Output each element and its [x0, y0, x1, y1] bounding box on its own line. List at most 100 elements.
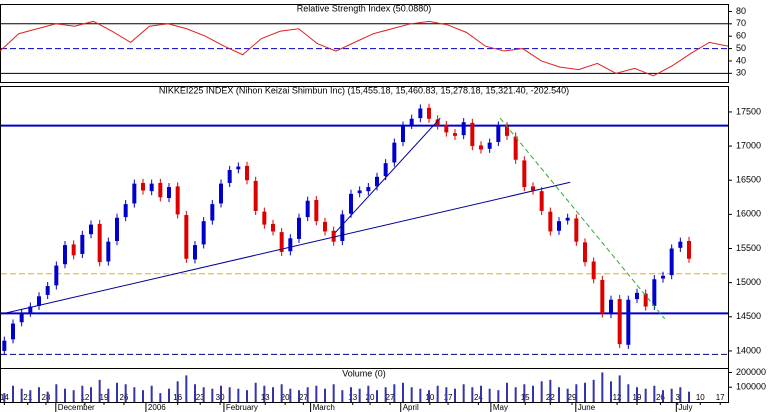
candle-body [97, 223, 102, 263]
month-label: July [678, 403, 692, 412]
volume-bar [523, 384, 526, 402]
x-tick-label: 29 [568, 393, 577, 402]
candle-body [505, 126, 509, 136]
y-tick-label: 16500 [736, 175, 761, 185]
volume-bar [280, 384, 283, 402]
volume-bar [540, 381, 543, 402]
candle-body [661, 275, 665, 279]
candle-body [444, 124, 449, 133]
x-tick-label: 19 [100, 393, 109, 402]
volume-bar [237, 388, 240, 402]
volume-bar [332, 384, 335, 402]
candle-body [617, 299, 622, 345]
volume-bar [20, 388, 23, 402]
candle-body [28, 306, 33, 313]
x-tick-label: 3 [676, 393, 681, 402]
rsi-panel [0, 4, 729, 83]
volume-bar [72, 390, 75, 402]
volume-title: Volume (0) [342, 368, 386, 378]
volume-bar [384, 387, 387, 402]
candle-body [435, 119, 440, 126]
candle-body [531, 186, 535, 191]
candle-body [193, 245, 197, 260]
candle-body [652, 279, 657, 306]
candle-body [158, 182, 163, 198]
volume-bar [662, 390, 664, 402]
y-tick-label: 200000 [736, 367, 766, 377]
candle-body [297, 217, 301, 239]
volume-bar [263, 385, 266, 402]
candle-body [271, 223, 275, 232]
volume-bar [315, 385, 318, 402]
volume-bar [272, 387, 274, 402]
y-tick-label: 14500 [736, 311, 761, 321]
volume-bar [454, 388, 456, 402]
volume-bar [124, 384, 127, 402]
candle-body [678, 241, 683, 248]
volume-bar [12, 385, 14, 402]
volume-bar [488, 388, 491, 402]
x-tick-label: 21 [23, 393, 32, 402]
volume-bar [514, 387, 517, 402]
volume-bar [202, 387, 205, 402]
volume-bar [90, 387, 92, 402]
volume-bar [246, 390, 248, 402]
volume-bar [55, 384, 58, 402]
y-tick-label: 15500 [736, 243, 761, 253]
rsi-line [0, 20, 729, 77]
month-label: June [578, 403, 596, 412]
volume-bar [133, 387, 136, 402]
volume-bar [3, 393, 6, 402]
x-tick-label: 12 [80, 393, 89, 402]
volume-bar [601, 372, 604, 402]
volume-bar [670, 388, 673, 402]
candle-body [487, 142, 492, 149]
candle-body [496, 125, 501, 142]
candle-body [591, 261, 596, 280]
candle-body [323, 221, 327, 232]
candle-body [635, 292, 639, 300]
volume-bar [618, 375, 621, 402]
candle-body [227, 169, 232, 183]
candle-body [583, 242, 587, 263]
candle-body [123, 204, 128, 218]
month-label: February [226, 403, 258, 412]
candle-body [305, 200, 310, 218]
volume-bar [549, 379, 552, 402]
candle-body [479, 145, 483, 150]
volume-bar [341, 390, 344, 402]
volume-bar [532, 385, 534, 402]
candle-body [392, 142, 397, 163]
volume-bar [419, 388, 422, 402]
month-label: December [58, 403, 95, 412]
y-tick-label: 60 [736, 31, 746, 41]
x-tick-label: 27 [299, 393, 308, 402]
candle-body [37, 296, 41, 306]
candle-body [513, 136, 518, 160]
x-tick-label: 17 [716, 393, 725, 402]
volume-bar [410, 387, 413, 402]
volume-bar [289, 388, 292, 402]
candle-body [115, 217, 119, 241]
volume-bar [306, 387, 309, 402]
candle-body [89, 224, 93, 235]
y-tick-label: 70 [736, 18, 746, 28]
candle-body [375, 176, 379, 187]
candle-body [262, 211, 267, 225]
candle-body [167, 187, 171, 198]
volume-bar [445, 387, 448, 402]
volume-bar [81, 385, 84, 402]
y-tick-label: 15000 [736, 277, 761, 287]
candle-body [106, 241, 111, 262]
candle-body [461, 122, 466, 136]
x-tick-label: 26 [119, 393, 128, 402]
x-tick-label: 17 [444, 393, 453, 402]
candle-body [184, 215, 189, 259]
volume-bar [506, 382, 508, 402]
volume-panel [0, 368, 729, 403]
candle-body [253, 180, 258, 211]
month-label: March [313, 403, 335, 412]
y-tick-label: 30 [736, 68, 746, 78]
candle-body [80, 234, 85, 254]
candle-body [522, 160, 527, 188]
